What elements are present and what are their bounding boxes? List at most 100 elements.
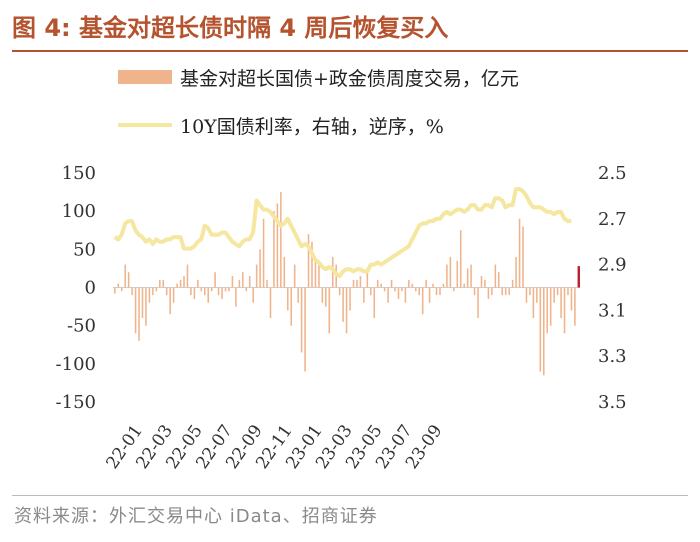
- bar: [255, 264, 258, 288]
- bar: [456, 260, 459, 288]
- bar: [342, 287, 344, 322]
- legend-swatch-line: [118, 123, 172, 127]
- left-tick-label: 100: [62, 201, 96, 222]
- bar: [356, 279, 358, 288]
- bar: [235, 287, 237, 307]
- left-tick-label: -50: [67, 316, 96, 337]
- bar: [124, 264, 126, 288]
- bar: [283, 256, 286, 288]
- right-tick-label: 3.3: [598, 346, 627, 367]
- source-divider: [12, 495, 688, 496]
- bar: [141, 287, 144, 319]
- bar: [311, 241, 313, 288]
- bar: [259, 249, 261, 288]
- bar: [328, 287, 331, 334]
- bar: [224, 287, 227, 292]
- bar: [539, 287, 542, 372]
- bar: [498, 272, 500, 288]
- left-tick-label: 0: [85, 278, 96, 299]
- title-underline: [12, 50, 688, 52]
- bar: [155, 287, 158, 292]
- bar: [290, 287, 293, 326]
- bar: [515, 256, 517, 288]
- bar: [494, 264, 497, 288]
- x-axis: 22-0122-0322-0522-0722-0922-1123-0123-03…: [102, 421, 446, 473]
- bar: [411, 283, 414, 288]
- bar: [321, 287, 324, 303]
- bar: [176, 283, 178, 288]
- bar: [266, 279, 268, 288]
- bar: [131, 287, 133, 296]
- bar: [470, 264, 472, 288]
- bar: [273, 211, 275, 288]
- bar: [221, 287, 223, 299]
- bar: [428, 287, 431, 303]
- bar: [425, 279, 427, 288]
- bar: [252, 287, 254, 303]
- bar: [193, 287, 196, 299]
- bar: [293, 264, 296, 288]
- bar: [248, 276, 251, 288]
- bar: [159, 279, 161, 288]
- right-axis: 2.5 2.7 2.9 3.1 3.3 3.5: [598, 163, 627, 413]
- bar: [546, 287, 549, 334]
- bar: [508, 287, 510, 296]
- bar: [542, 287, 545, 376]
- bar: [491, 287, 493, 296]
- bar: [148, 287, 151, 303]
- bar: [532, 287, 535, 319]
- bar: [152, 287, 154, 296]
- bar: [432, 283, 434, 288]
- bar: [394, 287, 396, 292]
- bar: [397, 287, 400, 299]
- bar: [553, 287, 555, 303]
- bar: [518, 218, 521, 288]
- bar: [114, 287, 116, 294]
- bar: [197, 279, 199, 288]
- bar: [522, 226, 524, 288]
- bar: [383, 287, 386, 292]
- bar: [231, 276, 234, 288]
- bar: [242, 272, 244, 288]
- bar: [373, 287, 376, 319]
- bar: [376, 279, 379, 288]
- bar: [120, 287, 123, 292]
- bar: [501, 287, 504, 296]
- bar: [138, 287, 140, 341]
- bar: [570, 287, 573, 311]
- bar: [325, 287, 327, 307]
- bar: [314, 256, 317, 288]
- bar: [165, 287, 168, 296]
- bar: [577, 266, 580, 288]
- bar: [238, 279, 241, 288]
- bar: [463, 283, 465, 288]
- bar: [390, 279, 393, 288]
- bar: [352, 279, 355, 288]
- bar: [162, 279, 165, 288]
- legend-label-line: 10Y国债利率，右轴，逆序，%: [180, 115, 444, 138]
- bar: [134, 287, 137, 334]
- bar: [380, 283, 382, 288]
- left-tick-label: -100: [56, 354, 96, 375]
- bar-series: [114, 192, 580, 376]
- source-note: 资料来源：外汇交易中心 iData、招商证券: [14, 506, 378, 527]
- right-tick-label: 2.5: [598, 163, 627, 184]
- figure-title: 图 4: 基金对超长债时隔 4 周后恢复买入: [12, 14, 449, 42]
- bar: [217, 287, 220, 296]
- bar: [525, 287, 528, 303]
- bar: [567, 287, 569, 296]
- bar: [304, 287, 306, 372]
- legend-item-bar: 基金对超长国债+政金债周度交易，亿元: [118, 62, 519, 92]
- bar: [203, 287, 206, 296]
- bar: [446, 264, 448, 288]
- bar: [401, 287, 403, 292]
- bar: [466, 268, 469, 288]
- bar: [269, 287, 272, 319]
- left-tick-label: -150: [56, 392, 96, 413]
- right-tick-label: 3.5: [598, 392, 627, 413]
- bar: [345, 287, 348, 334]
- bar: [408, 279, 410, 288]
- rate-line: [113, 187, 572, 279]
- bar: [190, 287, 192, 296]
